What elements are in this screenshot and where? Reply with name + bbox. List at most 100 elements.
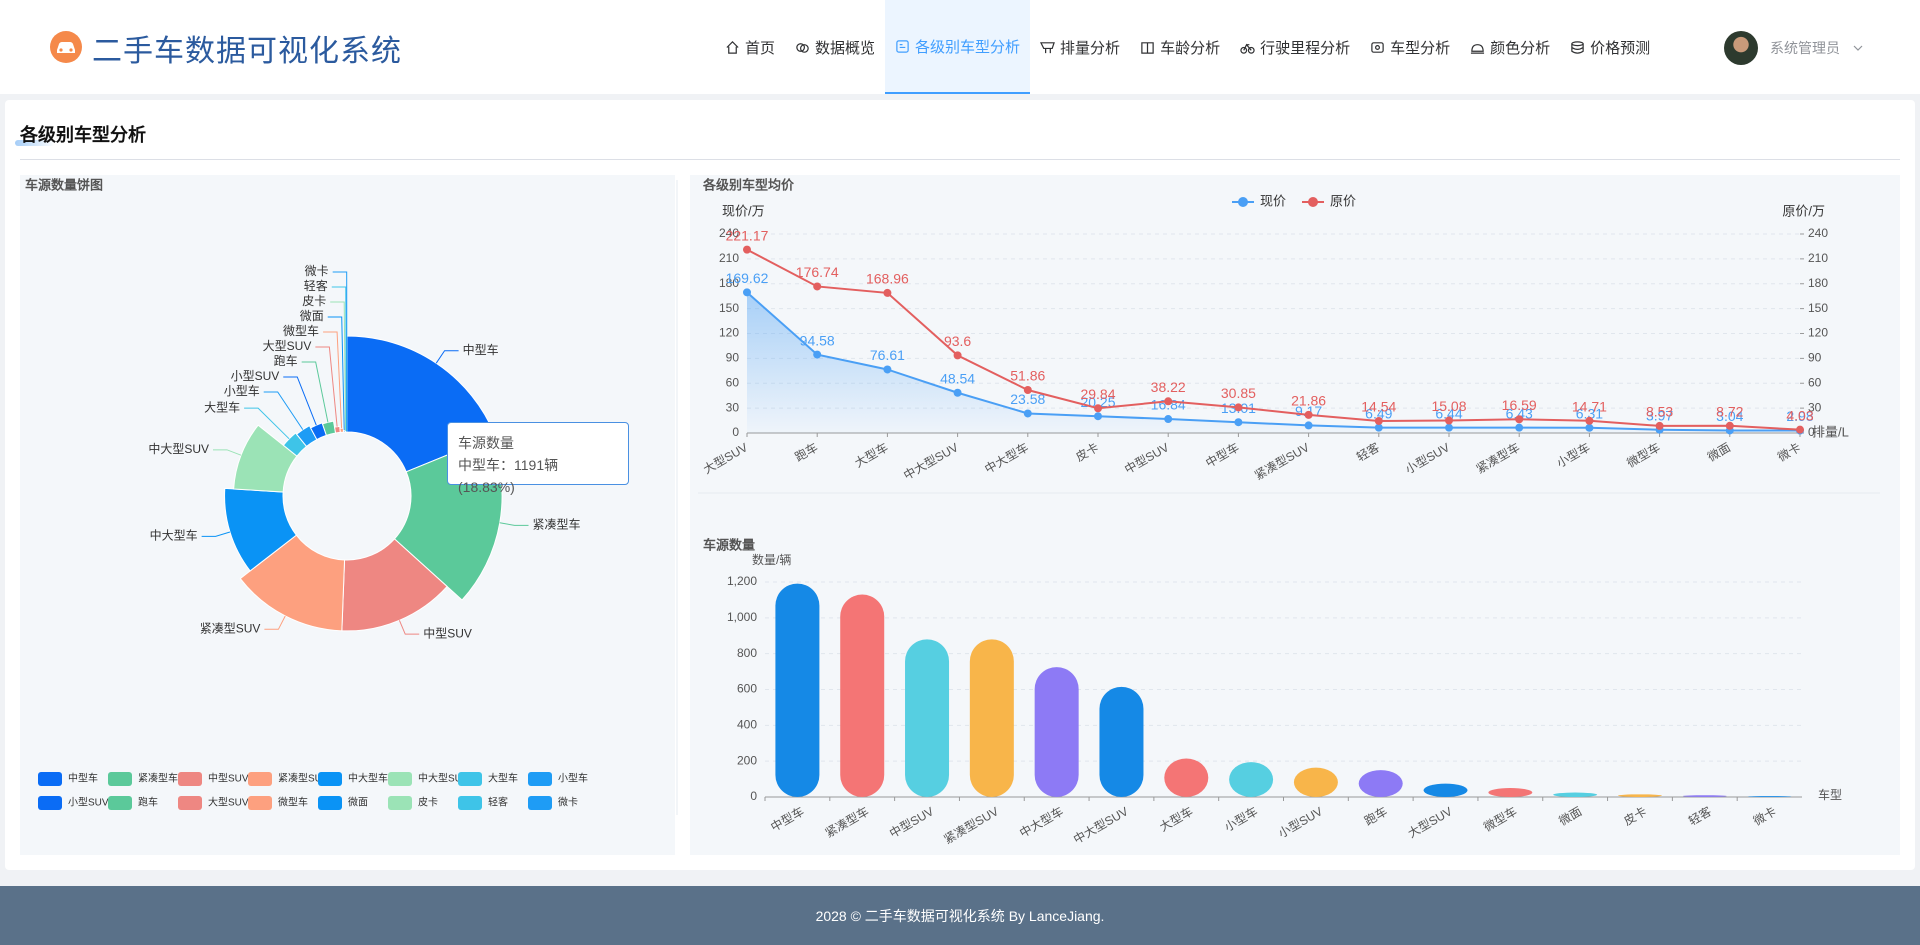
point — [1094, 404, 1102, 413]
data-label: 48.54 — [940, 370, 975, 386]
y-tick-label: 1,000 — [727, 610, 757, 624]
x-tick-label: 小型车 — [1221, 803, 1260, 834]
chart-title: 车源数量 — [703, 537, 755, 552]
dropdown-icon — [1853, 45, 1863, 51]
label-line — [499, 522, 529, 526]
nav-item[interactable]: 颜色分析 — [1460, 0, 1560, 94]
x-tick-label: 微面 — [1705, 440, 1733, 464]
legend-label: 中型SUV — [208, 772, 249, 785]
nav-item[interactable]: 首页 — [715, 0, 785, 94]
legend-label: 跑车 — [138, 796, 158, 809]
x-tick-label: 大型SUV — [701, 440, 750, 476]
bar — [905, 639, 950, 797]
nav-item[interactable]: 价格预测 — [1560, 0, 1660, 94]
nav-label: 各级别车型分析 — [915, 38, 1021, 56]
nav-item[interactable]: 排量分析 — [1030, 0, 1130, 94]
y-axis-title: 现价/万 — [722, 203, 765, 218]
x-tick-label: 微卡 — [1751, 804, 1779, 828]
divider — [20, 159, 1900, 160]
point — [883, 288, 892, 297]
point — [1796, 425, 1804, 434]
header: 二手车数据可视化系统 首页 数据概览 各级别车型分析 排量分析 车龄分析 行驶里… — [0, 0, 1920, 94]
data-label: 14.71 — [1572, 399, 1607, 415]
label-line — [283, 376, 317, 426]
x-tick-label: 小型SUV — [1403, 440, 1452, 476]
app-title: 二手车数据可视化系统 — [92, 35, 402, 68]
point — [1725, 421, 1734, 430]
y2-tick-label: 180 — [1808, 276, 1828, 290]
point — [813, 350, 822, 359]
bar — [1229, 762, 1274, 797]
pie-panel — [20, 175, 675, 855]
legend-swatch — [248, 772, 272, 786]
point — [1234, 403, 1243, 412]
bar — [775, 583, 820, 797]
y2-tick-label: 210 — [1808, 251, 1828, 265]
x-tick-label: 大型车 — [1157, 803, 1196, 834]
y-tick-label: 1,200 — [727, 574, 757, 588]
label-line — [331, 286, 347, 432]
point — [883, 365, 892, 374]
bar — [1682, 795, 1727, 797]
y-tick-label: 600 — [737, 682, 757, 696]
bar — [969, 639, 1014, 797]
area — [747, 292, 1800, 433]
x-tick-label: 微面 — [1556, 804, 1584, 828]
y-tick-label: 150 — [719, 301, 739, 315]
bar — [1617, 794, 1662, 797]
nav-item[interactable]: 行驶里程分析 — [1230, 0, 1360, 94]
y-tick-label: 800 — [737, 646, 757, 660]
label-line — [301, 361, 329, 423]
legend-swatch — [38, 772, 62, 786]
y-tick-label: 0 — [750, 789, 757, 803]
nav-item-active[interactable]: 各级别车型分析 — [885, 0, 1031, 94]
nav-label: 车龄分析 — [1160, 39, 1221, 57]
label-line — [330, 301, 347, 431]
bar — [1488, 788, 1533, 797]
slice-label: 中大型车 — [150, 528, 198, 543]
nav-item[interactable]: 数据概览 — [785, 0, 885, 94]
legend-label: 中大型车 — [348, 772, 388, 785]
data-label: 2.98 — [1786, 408, 1813, 424]
x-tick-label: 紧凑型SUV — [1252, 440, 1312, 482]
y2-tick-label: 150 — [1808, 301, 1828, 315]
data-label: 3.04 — [1716, 408, 1743, 424]
label-line — [244, 407, 290, 440]
bar — [1099, 686, 1144, 797]
y-tick-label: 60 — [726, 375, 740, 389]
pie-slice — [224, 487, 298, 572]
nav-item[interactable]: 车龄分析 — [1130, 0, 1230, 94]
label-line — [332, 271, 348, 432]
point — [1445, 423, 1453, 432]
x-tick-label: 皮卡 — [1621, 804, 1649, 828]
legend-swatch — [38, 796, 62, 810]
y2-tick-label: 60 — [1808, 375, 1822, 389]
tooltip: 车源数量 中型车：1191辆 (18.83%) — [447, 422, 629, 495]
legend-label: 中型车 — [68, 772, 98, 785]
slice-label: 中大型SUV — [148, 441, 209, 456]
data-label: 76.61 — [870, 347, 905, 363]
x-tick-label: 中型SUV — [886, 803, 936, 840]
data-label: 14.54 — [1361, 399, 1396, 415]
legend-label: 紧凑型车 — [138, 772, 178, 785]
data-label: 176.74 — [796, 264, 839, 280]
x-tick-label: 紧凑型车 — [1473, 439, 1522, 476]
legend-label: 现价 — [1260, 193, 1286, 208]
y-tick-label: 30 — [726, 400, 740, 414]
section-title: 各级别车型分析 — [20, 125, 146, 145]
x-tick-label: 跑车 — [1362, 803, 1390, 828]
x-tick-label: 中大型车 — [1017, 803, 1066, 840]
user-menu[interactable]: 系统管理员 — [1724, 31, 1864, 65]
nav-label: 价格预测 — [1590, 39, 1651, 57]
slice-label: 中型车 — [463, 342, 499, 357]
bar — [1164, 758, 1209, 797]
x-tick-label: 中大型车 — [982, 439, 1031, 476]
point — [1023, 409, 1032, 418]
x-tick-label: 中型车 — [768, 803, 807, 834]
nav-item[interactable]: 车型分析 — [1360, 0, 1460, 94]
bar — [1423, 783, 1468, 797]
right-panel — [690, 175, 1900, 855]
label-line — [398, 620, 420, 635]
legend-swatch — [178, 772, 202, 786]
legend-label: 紧凑型SUV — [278, 772, 329, 785]
